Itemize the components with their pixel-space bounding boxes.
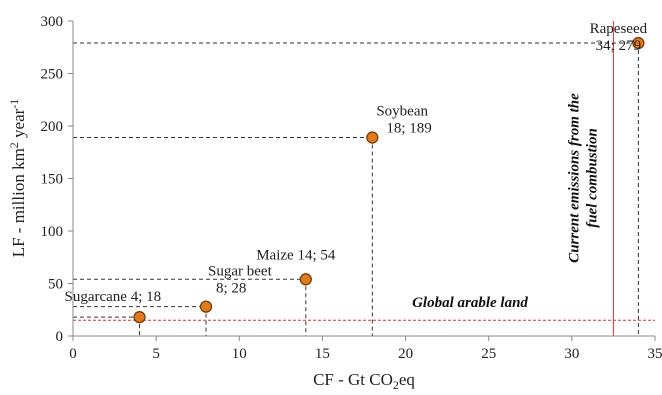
point-label: 18; 189 xyxy=(386,121,431,137)
reference-label-horizontal: Global arable land xyxy=(412,295,528,311)
y-tick-label: 0 xyxy=(56,329,64,345)
y-tick-label: 300 xyxy=(41,14,64,30)
x-ticks: 0 5 10 15 20 25 30 35 xyxy=(69,336,662,362)
y-tick-label: 50 xyxy=(48,277,63,293)
data-points xyxy=(133,36,645,324)
x-tick-label: 25 xyxy=(481,346,496,362)
data-point xyxy=(366,131,379,144)
annotations: Global arable land Current emissions from… xyxy=(412,93,600,311)
y-tick-label: 200 xyxy=(41,119,64,135)
point-label: 8; 28 xyxy=(216,281,246,297)
x-tick-label: 10 xyxy=(232,346,247,362)
y-tick-label: 100 xyxy=(41,224,64,240)
y-ticks: 0 50 100 150 200 250 300 xyxy=(41,14,73,345)
point-label: Sugar beet xyxy=(208,264,273,280)
point-label: Sugarcane 4; 18 xyxy=(65,289,162,305)
x-tick-label: 30 xyxy=(564,346,579,362)
data-point xyxy=(133,310,146,324)
point-label: 34; 279 xyxy=(596,38,641,54)
point-label: Rapeseed xyxy=(590,21,648,37)
x-tick-label: 35 xyxy=(648,346,662,362)
reference-label-vertical: Current emissions from the fuel combustio… xyxy=(566,93,600,263)
data-point xyxy=(199,300,213,313)
y-tick-label: 150 xyxy=(41,172,64,188)
reference-lines xyxy=(73,21,655,336)
x-tick-label: 15 xyxy=(315,346,330,362)
y-tick-label: 250 xyxy=(41,67,64,83)
data-point xyxy=(632,36,645,50)
y-axis-title: LF - million km2 year-1 xyxy=(7,99,28,258)
reference-label-line: Current emissions from the xyxy=(566,93,582,263)
data-point xyxy=(299,273,312,286)
x-axis-title: CF - Gt CO2eq xyxy=(313,370,415,392)
x-tick-label: 0 xyxy=(69,346,77,362)
x-tick-label: 20 xyxy=(398,346,413,362)
point-label: Maize 14; 54 xyxy=(256,247,336,263)
x-tick-label: 5 xyxy=(152,346,160,362)
guide-lines xyxy=(73,42,639,336)
point-label: Soybean xyxy=(376,104,428,120)
reference-label-line: fuel combustion xyxy=(584,128,600,228)
